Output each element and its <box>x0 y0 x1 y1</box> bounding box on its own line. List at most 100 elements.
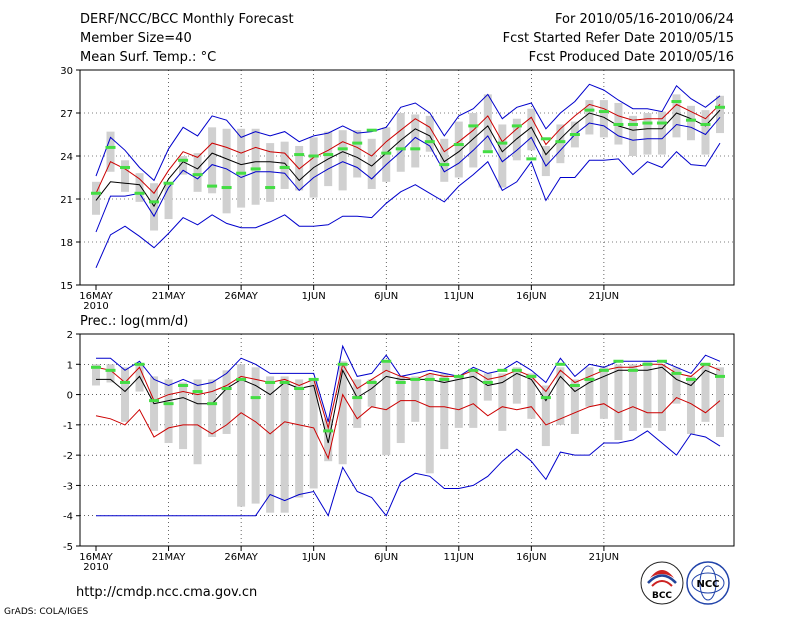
range-bar <box>498 124 507 188</box>
range-bar <box>208 127 217 194</box>
x-tick-label: 11JUN <box>444 291 474 302</box>
range-bar <box>295 379 304 498</box>
x-tick-label: 6JUN <box>374 291 398 302</box>
range-bar <box>309 379 318 489</box>
marker-point <box>236 377 247 381</box>
range-bar <box>556 367 565 425</box>
marker-point <box>134 362 145 366</box>
x-year-label: 2010 <box>83 562 108 573</box>
marker-point <box>627 122 638 126</box>
range-bar <box>106 131 115 172</box>
plot-frame <box>79 333 735 547</box>
range-bar <box>599 367 608 419</box>
marker-point <box>540 137 551 141</box>
range-bar <box>512 118 521 161</box>
range-bar <box>716 367 724 437</box>
marker-point <box>308 154 319 158</box>
marker-point <box>497 368 508 372</box>
x-tick-label: 16MAY <box>79 291 113 302</box>
range-bar <box>599 100 608 138</box>
max-envelope-line <box>96 344 721 422</box>
range-bar <box>614 364 623 440</box>
x-tick-label: 1JUN <box>302 552 326 563</box>
marker-point <box>497 141 508 145</box>
bcc-logo-icon: BCC <box>640 561 684 605</box>
marker-point <box>526 157 537 161</box>
marker-point <box>700 362 711 366</box>
figure-title: DERF/NCC/BCC Monthly Forecast <box>80 12 294 27</box>
range-bar <box>193 379 202 465</box>
marker-point <box>352 396 363 400</box>
marker-point <box>424 377 435 381</box>
marker-point <box>236 171 247 175</box>
marker-point <box>120 380 131 384</box>
range-bar <box>585 100 594 135</box>
ensemble-mean-line <box>96 366 721 444</box>
range-bar <box>164 183 173 220</box>
x-tick-label: 21JUN <box>589 291 619 302</box>
marker-point <box>540 396 551 400</box>
member-size: Member Size=40 <box>80 31 192 46</box>
range-bar <box>237 364 246 507</box>
range-bar <box>628 115 637 156</box>
marker-point <box>685 377 696 381</box>
grads-credit: GrADS: COLA/IGES <box>4 607 88 617</box>
marker-point <box>511 124 522 128</box>
ncc-logo-icon: NCC <box>686 561 730 605</box>
range-bar <box>280 141 289 189</box>
precipitation-panel: -5 -4 -3 -2 -1 0 1 2 16MAY 21MAY 26MAY 1JUN 6JUN 11JU… <box>63 330 735 573</box>
y-tick-label: 1 <box>67 360 73 371</box>
range-bar <box>541 385 550 447</box>
range-bar <box>367 379 376 407</box>
range-bar <box>179 156 188 175</box>
range-bar <box>208 379 217 437</box>
marker-point <box>366 380 377 384</box>
marker-point <box>627 368 638 372</box>
range-bar <box>512 367 521 404</box>
marker-point <box>685 118 696 122</box>
ncc-logo-text: NCC <box>696 579 719 590</box>
marker-point <box>555 362 566 366</box>
x-tick-label: 21MAY <box>152 291 186 302</box>
marker-point <box>323 429 334 433</box>
marker-point <box>207 402 218 406</box>
marker-point <box>439 163 450 167</box>
range-bar <box>338 361 347 465</box>
x-tick-label: 26MAY <box>224 552 258 563</box>
forecast-period: For 2010/05/16-2010/06/24 <box>555 12 734 27</box>
y-tick-label: 24 <box>60 152 73 163</box>
marker-point <box>250 396 261 400</box>
range-bar <box>425 115 434 152</box>
started-date: Fcst Started Refer Date 2010/05/15 <box>503 31 734 46</box>
temperature-panel: 15 18 21 24 27 30 16MAY 21MAY 26MAY 1JUN 6JUN 11JUN… <box>60 66 735 312</box>
marker-point <box>178 383 189 387</box>
range-bar <box>411 114 420 168</box>
range-bar <box>454 121 463 178</box>
variable-label: Mean Surf. Temp.: °C <box>80 50 216 65</box>
marker-point <box>192 173 203 177</box>
range-bar <box>541 145 550 177</box>
marker-point <box>381 151 392 155</box>
range-bar <box>657 364 666 431</box>
marker-point <box>715 374 725 378</box>
marker-point <box>453 143 464 147</box>
marker-point <box>424 140 435 144</box>
marker-point <box>323 153 334 157</box>
range-bar <box>701 110 710 155</box>
spread-low-line <box>95 393 721 460</box>
marker-point <box>250 167 261 171</box>
marker-point <box>656 121 667 125</box>
range-bar <box>92 364 100 386</box>
y-tick-label: 2 <box>67 330 73 341</box>
produced-date: Fcst Produced Date 2010/05/16 <box>529 50 734 65</box>
marker-point <box>700 122 711 126</box>
marker-point <box>192 390 203 394</box>
marker-point <box>366 128 377 132</box>
range-bar <box>266 143 275 202</box>
marker-point <box>221 387 232 391</box>
marker-point <box>221 186 232 190</box>
range-bar <box>324 418 333 462</box>
plot-frame <box>79 69 735 286</box>
range-bar <box>657 111 666 155</box>
range-bar <box>353 379 362 428</box>
